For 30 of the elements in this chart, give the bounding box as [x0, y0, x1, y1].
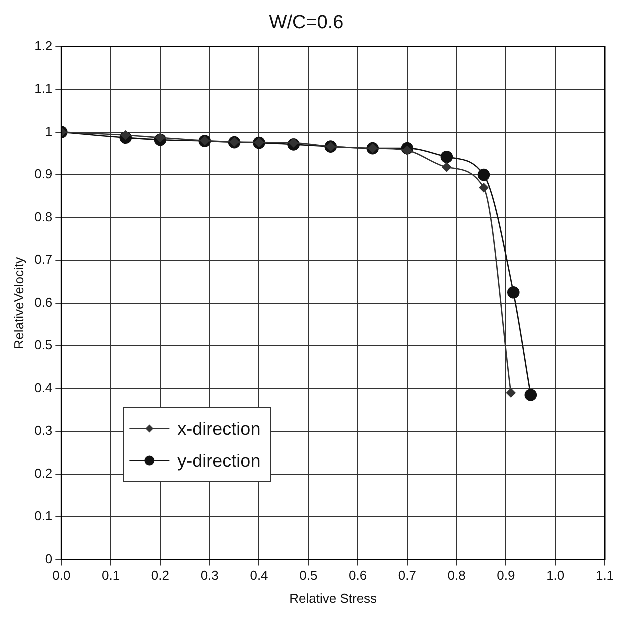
- x-tick-label: 0.8: [448, 568, 466, 584]
- y-tick-label: 0.7: [34, 252, 53, 268]
- y-tick-label: 0.3: [34, 423, 53, 438]
- x-tick-label: 0.4: [250, 568, 268, 584]
- chart-title: W/C=0.6: [269, 12, 344, 34]
- x-tick-label: 0.1: [102, 568, 120, 584]
- y-tick-label: 0: [45, 551, 53, 566]
- x-tick-label: 0.5: [300, 568, 318, 584]
- y-tick-label: 1: [45, 124, 53, 139]
- x-tick-label: 0.3: [200, 568, 219, 584]
- y-axis-title: RelativeVelocity: [11, 256, 26, 350]
- y-tick-label: 0.5: [34, 338, 53, 353]
- x-tick-label: 0.0: [52, 568, 71, 584]
- legend-label: y-direction: [178, 450, 261, 471]
- y-tick-label: 1.2: [34, 38, 53, 54]
- y-tick-label: 0.2: [34, 466, 53, 481]
- x-tick-label: 0.6: [348, 568, 368, 584]
- x-tick-label: 1.1: [596, 568, 614, 584]
- x-tick-label: 0.7: [398, 568, 416, 584]
- y-tick-label: 0.1: [34, 508, 53, 524]
- x-tick-label: 0.2: [151, 568, 170, 584]
- x-tick-label: 0.9: [497, 568, 516, 584]
- x-axis-title: Relative Stress: [290, 590, 378, 606]
- x-tick-label: 1.0: [546, 568, 565, 584]
- y-tick-label: 0.6: [34, 294, 53, 310]
- y-tick-label: 0.4: [34, 380, 53, 396]
- y-tick-label: 0.9: [34, 166, 53, 182]
- y-tick-label: 0.8: [34, 209, 53, 224]
- y-tick-label: 1.1: [34, 81, 53, 96]
- legend-label: x-direction: [178, 418, 261, 439]
